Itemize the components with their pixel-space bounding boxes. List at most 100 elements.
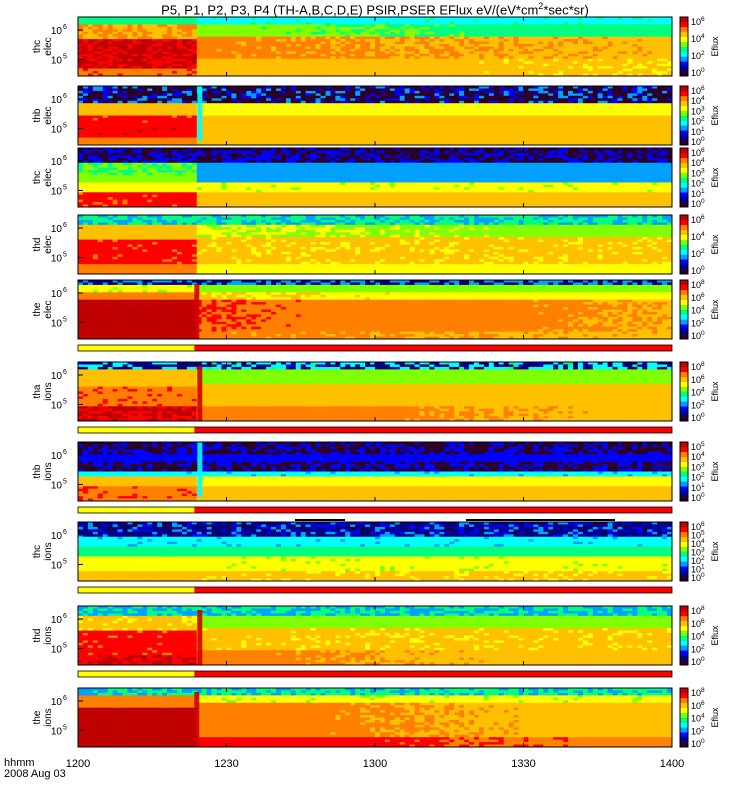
heatmap-cell	[444, 133, 449, 136]
heatmap-cell	[152, 47, 157, 50]
heatmap-cell	[212, 106, 217, 109]
heatmap-cell	[420, 93, 425, 96]
heatmap-cell	[296, 34, 301, 37]
heatmap-cell	[380, 51, 385, 54]
heatmap-cell	[152, 61, 157, 64]
heatmap-cell	[147, 47, 152, 50]
heatmap-cell	[98, 27, 103, 30]
heatmap-cell	[182, 56, 187, 59]
heatmap-cell	[217, 56, 222, 59]
heatmap-cell	[395, 98, 400, 101]
heatmap-cell	[207, 49, 212, 52]
heatmap-cell	[157, 44, 162, 47]
heatmap-cell	[128, 39, 133, 42]
heatmap-cell	[454, 106, 459, 109]
heatmap-cell	[375, 88, 380, 91]
heatmap-cell	[449, 103, 454, 106]
heatmap-cell	[217, 103, 222, 106]
heatmap-cell	[509, 37, 514, 40]
heatmap-cell	[227, 101, 232, 104]
heatmap-cell	[578, 51, 583, 54]
heatmap-cell	[286, 59, 291, 62]
heatmap-cell	[88, 49, 93, 52]
heatmap-cell	[157, 128, 162, 131]
heatmap-cell	[261, 51, 266, 54]
heatmap-cell	[593, 47, 598, 50]
heatmap-cell	[330, 22, 335, 25]
heatmap-cell	[484, 56, 489, 59]
heatmap-cell	[489, 135, 494, 138]
heatmap-cell	[118, 27, 123, 30]
heatmap-cell	[509, 42, 514, 45]
heatmap-cell	[652, 61, 657, 64]
heatmap-cell	[217, 101, 222, 104]
heatmap-cell	[306, 116, 311, 119]
heatmap-cell	[177, 111, 182, 114]
heatmap-cell	[147, 37, 152, 40]
heatmap-cell	[88, 64, 93, 67]
heatmap-cell	[222, 29, 227, 32]
heatmap-cell	[385, 42, 390, 45]
heatmap-cell	[637, 34, 642, 37]
heatmap-cell	[306, 118, 311, 121]
heatmap-cell	[484, 101, 489, 104]
heatmap-cell	[118, 116, 123, 119]
heatmap-cell	[286, 91, 291, 94]
heatmap-cell	[316, 22, 321, 25]
heatmap-cell	[281, 54, 286, 57]
heatmap-cell	[330, 108, 335, 111]
heatmap-cell	[558, 54, 563, 57]
heatmap-cell	[296, 27, 301, 30]
heatmap-cell	[162, 103, 167, 106]
heatmap-cell	[464, 93, 469, 96]
heatmap-cell	[355, 96, 360, 99]
heatmap-cell	[400, 56, 405, 59]
heatmap-cell	[444, 61, 449, 64]
heatmap-cell	[509, 54, 514, 57]
heatmap-cell	[489, 108, 494, 111]
heatmap-cell	[197, 47, 202, 50]
heatmap-cell	[108, 91, 113, 94]
heatmap-cell	[464, 88, 469, 91]
heatmap-cell	[246, 120, 251, 123]
heatmap-cell	[420, 128, 425, 131]
heatmap-cell	[484, 130, 489, 133]
heatmap-cell	[261, 128, 266, 131]
heatmap-cell	[311, 113, 316, 116]
heatmap-cell	[573, 34, 578, 37]
heatmap-cell	[157, 120, 162, 123]
heatmap-cell	[464, 47, 469, 50]
heatmap-cell	[335, 56, 340, 59]
heatmap-cell	[192, 42, 197, 45]
heatmap-cell	[261, 54, 266, 57]
heatmap-cell	[103, 61, 108, 64]
heatmap-cell	[608, 61, 613, 64]
heatmap-cell	[271, 71, 276, 74]
heatmap-cell	[528, 56, 533, 59]
heatmap-cell	[484, 42, 489, 45]
heatmap-cell	[390, 111, 395, 114]
heatmap-cell	[613, 54, 618, 57]
heatmap-cell	[652, 37, 657, 40]
heatmap-cell	[410, 93, 415, 96]
heatmap-cell	[123, 39, 128, 42]
heatmap-cell	[231, 42, 236, 45]
heatmap-cell	[212, 56, 217, 59]
heatmap-cell	[504, 64, 509, 67]
heatmap-cell	[524, 47, 529, 50]
heatmap-cell	[429, 91, 434, 94]
heatmap-cell	[469, 39, 474, 42]
heatmap-cell	[217, 42, 222, 45]
heatmap-cell	[192, 34, 197, 37]
heatmap-cell	[538, 51, 543, 54]
heatmap-cell	[202, 116, 207, 119]
heatmap-cell	[306, 69, 311, 72]
heatmap-cell	[528, 61, 533, 64]
heatmap-cell	[489, 130, 494, 133]
heatmap-cell	[286, 101, 291, 104]
heatmap-cell	[340, 66, 345, 69]
heatmap-cell	[425, 91, 430, 94]
heatmap-cell	[222, 66, 227, 69]
heatmap-cell	[142, 37, 147, 40]
heatmap-cell	[598, 19, 603, 22]
